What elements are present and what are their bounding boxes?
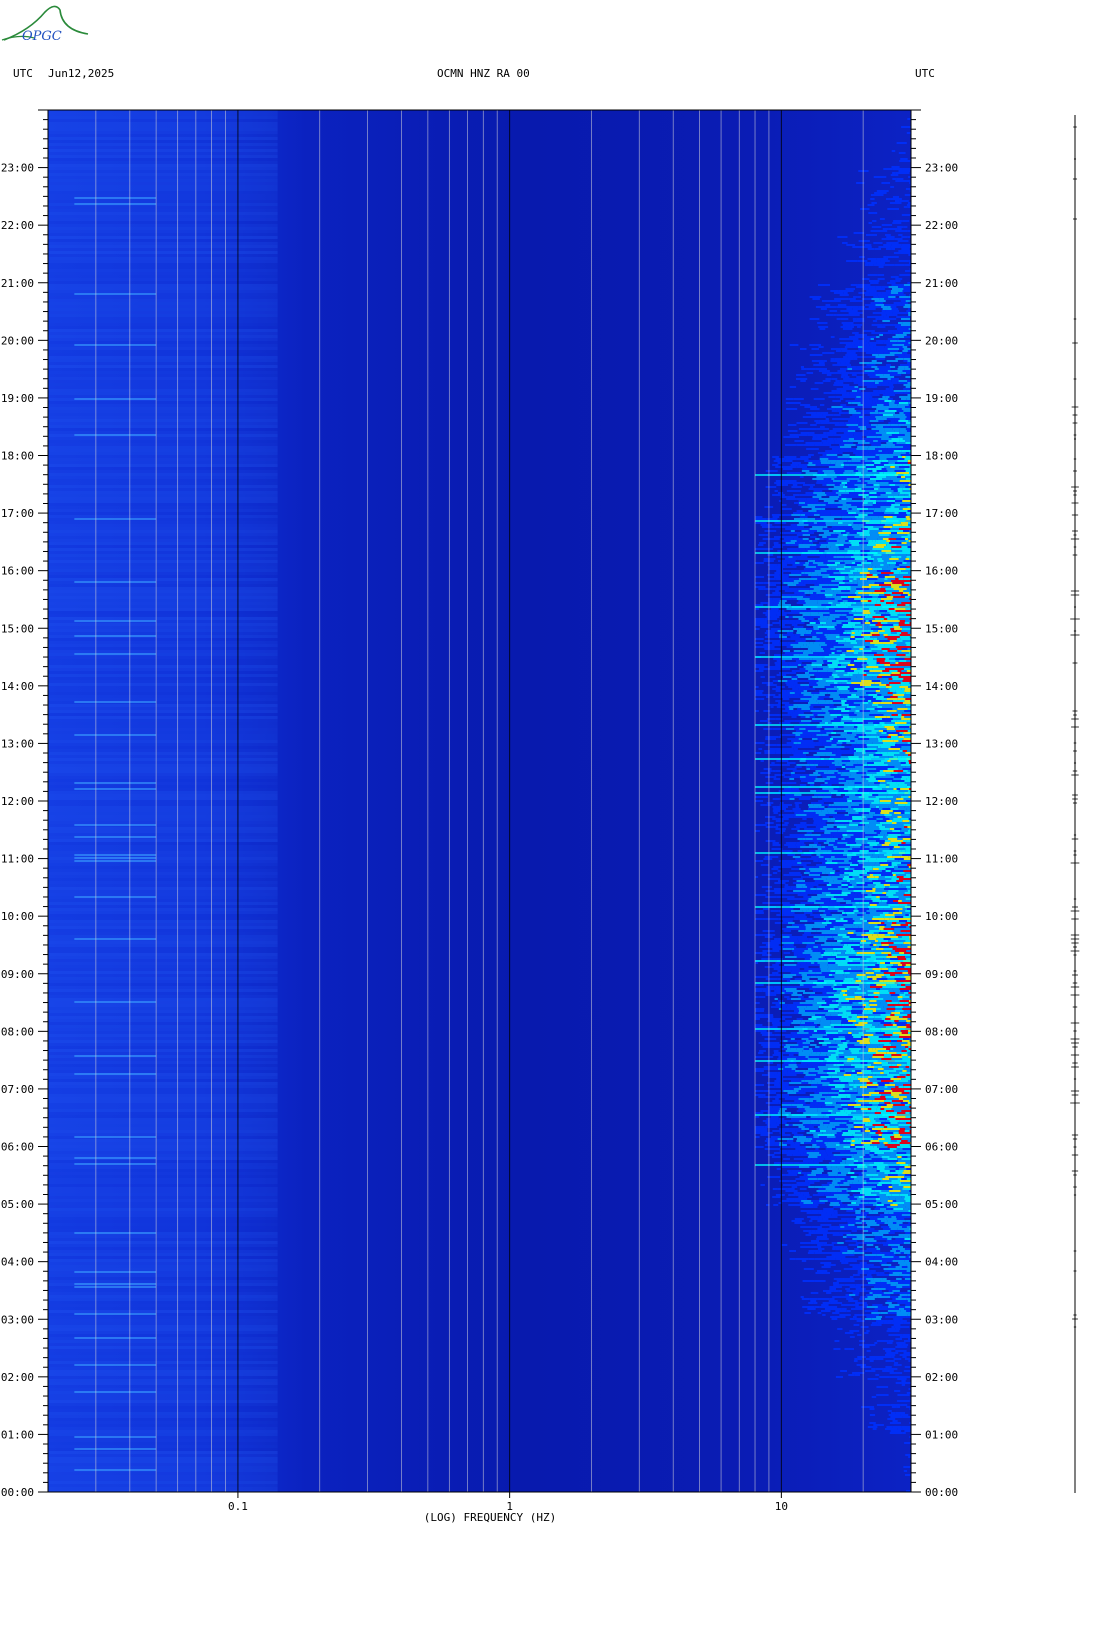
- x-tick-label: 1: [506, 1500, 513, 1513]
- y-tick-label-right: 18:00: [925, 450, 958, 463]
- x-tick-label: 10: [775, 1500, 788, 1513]
- y-tick-label-left: 08:00: [1, 1025, 34, 1038]
- y-tick-label-right: 01:00: [925, 1428, 958, 1441]
- date-label: Jun12,2025: [48, 67, 115, 80]
- y-tick-label-left: 02:00: [1, 1371, 34, 1384]
- y-tick-label-left: 20:00: [1, 334, 34, 347]
- y-tick-label-left: 03:00: [1, 1313, 34, 1326]
- y-tick-label-right: 16:00: [925, 565, 958, 578]
- y-tick-label-right: 17:00: [925, 507, 958, 520]
- y-tick-label-right: 10:00: [925, 910, 958, 923]
- y-tick-label-right: 21:00: [925, 277, 958, 290]
- y-tick-label-left: 12:00: [1, 795, 34, 808]
- y-tick-label-right: 06:00: [925, 1141, 958, 1154]
- y-tick-label-left: 00:00: [1, 1486, 34, 1499]
- y-tick-label-right: 03:00: [925, 1313, 958, 1326]
- y-tick-label-right: 08:00: [925, 1025, 958, 1038]
- x-axis: 0.1 1 10: [228, 1492, 788, 1513]
- y-tick-label-right: 05:00: [925, 1198, 958, 1211]
- y-tick-label-left: 05:00: [1, 1198, 34, 1211]
- y-tick-label-right: 14:00: [925, 680, 958, 693]
- y-tick-label-left: 21:00: [1, 277, 34, 290]
- x-axis-label: (LOG) FREQUENCY (HZ): [424, 1511, 556, 1524]
- y-tick-label-left: 04:00: [1, 1256, 34, 1269]
- right-timezone: UTC: [915, 67, 935, 80]
- y-tick-label-left: 23:00: [1, 162, 34, 175]
- y-tick-label-right: 02:00: [925, 1371, 958, 1384]
- y-tick-label-left: 01:00: [1, 1428, 34, 1441]
- frequency-grid: [48, 110, 911, 1492]
- y-tick-label-left: 15:00: [1, 622, 34, 635]
- y-tick-label-right: 20:00: [925, 334, 958, 347]
- spectrogram-chart: 00:00 01:00 02:00 03:00 04:00 05:00 06:00 07:00…: [1, 109, 958, 1524]
- y-tick-label-left: 11:00: [1, 853, 34, 866]
- y-tick-label-left: 07:00: [1, 1083, 34, 1096]
- seismogram-trace: [1070, 115, 1080, 1493]
- y-tick-label-left: 19:00: [1, 392, 34, 405]
- high-frequency-activity: [755, 118, 911, 1492]
- y-tick-label-right: 11:00: [925, 853, 958, 866]
- y-tick-label-left: 14:00: [1, 680, 34, 693]
- y-tick-label-right: 00:00: [925, 1486, 958, 1499]
- logo-text: OPGC: [22, 29, 62, 44]
- y-tick-label-left: 16:00: [1, 565, 34, 578]
- y-tick-label-right: 07:00: [925, 1083, 958, 1096]
- low-frequency-bands: [48, 110, 278, 1492]
- y-tick-label-left: 10:00: [1, 910, 34, 923]
- y-tick-label-left: 06:00: [1, 1141, 34, 1154]
- y-tick-label-left: 09:00: [1, 968, 34, 981]
- y-tick-label-right: 22:00: [925, 219, 958, 232]
- station-title: OCMN HNZ RA 00: [437, 67, 530, 80]
- y-tick-label-left: 13:00: [1, 737, 34, 750]
- y-tick-label-right: 12:00: [925, 795, 958, 808]
- spectrogram-background: [48, 110, 911, 1492]
- y-tick-label-right: 19:00: [925, 392, 958, 405]
- left-timezone: UTC: [13, 67, 33, 80]
- y-tick-label-right: 23:00: [925, 162, 958, 175]
- y-axis-left: 00:00 01:00 02:00 03:00 04:00 05:00 06:00 07:00…: [1, 109, 48, 1499]
- x-tick-label: 0.1: [228, 1500, 248, 1513]
- y-tick-label-right: 04:00: [925, 1256, 958, 1269]
- y-tick-label-right: 13:00: [925, 737, 958, 750]
- y-tick-label-right: 15:00: [925, 622, 958, 635]
- y-tick-label-left: 17:00: [1, 507, 34, 520]
- opgc-logo: OPGC: [1, 5, 89, 44]
- y-tick-label-left: 22:00: [1, 219, 34, 232]
- y-axis-right: 00:00 01:00 02:00 03:00 04:00 05:00 06:00 07:00…: [911, 109, 958, 1499]
- y-tick-label-left: 18:00: [1, 450, 34, 463]
- y-tick-label-right: 09:00: [925, 968, 958, 981]
